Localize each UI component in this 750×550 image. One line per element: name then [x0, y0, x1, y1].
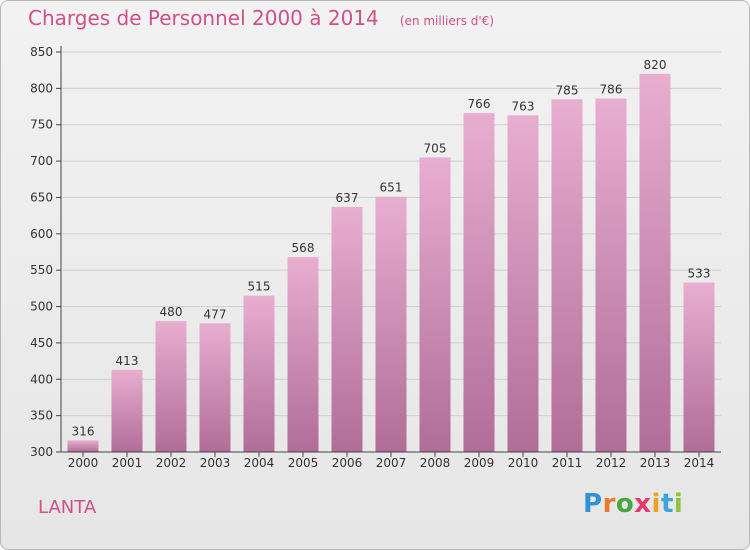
bar	[287, 257, 319, 452]
x-tick-label: 2013	[640, 456, 671, 470]
y-tick-label: 300	[30, 445, 53, 459]
chart-title: Charges de Personnel 2000 à 2014	[28, 6, 379, 30]
bar	[199, 323, 231, 452]
data-label: 515	[248, 280, 271, 294]
bar	[67, 440, 99, 452]
bar	[243, 295, 275, 452]
data-label: 766	[468, 97, 491, 111]
data-label: 785	[556, 83, 579, 97]
logo-letter: o	[615, 489, 635, 519]
bar	[595, 98, 627, 452]
logo-letter: i	[673, 489, 684, 519]
data-label: 763	[512, 99, 535, 113]
logo-letter: i	[651, 489, 661, 519]
x-tick-label: 2003	[200, 456, 231, 470]
bar	[419, 157, 451, 453]
x-tick-label: 2007	[376, 456, 407, 470]
data-label: 568	[292, 241, 315, 255]
x-tick-label: 2008	[420, 456, 451, 470]
y-tick-label: 700	[30, 154, 53, 168]
data-label: 316	[72, 424, 95, 438]
bar	[639, 73, 671, 453]
data-label: 820	[644, 58, 667, 72]
bar	[375, 196, 407, 452]
x-tick-label: 2014	[684, 456, 715, 470]
data-label: 533	[688, 267, 711, 281]
x-tick-label: 2001	[112, 456, 143, 470]
data-label: 637	[336, 191, 359, 205]
y-tick-label: 850	[30, 45, 53, 59]
data-label: 477	[204, 307, 227, 321]
x-tick-label: 2005	[288, 456, 319, 470]
data-label: 413	[116, 354, 139, 368]
data-label: 705	[424, 141, 447, 155]
logo-letter: r	[602, 489, 616, 519]
commune-name: LANTA	[38, 497, 97, 518]
y-tick-label: 350	[30, 409, 53, 423]
data-label: 480	[160, 305, 183, 319]
title-row: Charges de Personnel 2000 à 2014 (en mil…	[28, 6, 494, 30]
y-tick-label: 600	[30, 227, 53, 241]
x-tick-label: 2012	[596, 456, 627, 470]
bar	[463, 113, 495, 452]
x-tick-label: 2009	[464, 456, 495, 470]
y-tick-label: 550	[30, 263, 53, 277]
y-tick-label: 400	[30, 372, 53, 386]
bar	[507, 115, 539, 452]
y-tick-label: 800	[30, 81, 53, 95]
logo-letter: x	[634, 489, 652, 519]
chart-unit: (en milliers d'€)	[399, 14, 494, 28]
y-tick-label: 500	[30, 300, 53, 314]
logo-letter: P	[583, 489, 603, 519]
x-tick-label: 2010	[508, 456, 539, 470]
bar	[551, 99, 583, 452]
data-label: 651	[380, 181, 403, 195]
bar	[155, 321, 187, 452]
bar	[331, 206, 363, 452]
data-label: 786	[600, 83, 623, 97]
y-tick-label: 450	[30, 336, 53, 350]
y-tick-label: 650	[30, 190, 53, 204]
bar	[111, 369, 143, 452]
logo-letter: t	[660, 489, 674, 519]
x-tick-label: 2011	[552, 456, 583, 470]
x-tick-label: 2006	[332, 456, 363, 470]
x-tick-label: 2000	[68, 456, 99, 470]
x-tick-label: 2004	[244, 456, 275, 470]
bar	[683, 282, 715, 452]
x-tick-label: 2002	[156, 456, 187, 470]
y-tick-label: 750	[30, 118, 53, 132]
proxiti-logo: Proxiti	[583, 489, 683, 519]
